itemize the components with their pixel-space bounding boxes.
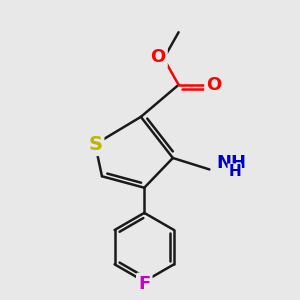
Text: F: F (138, 275, 150, 293)
Text: H: H (228, 164, 241, 179)
Text: O: O (206, 76, 222, 94)
Text: O: O (150, 48, 166, 66)
Text: S: S (88, 135, 102, 154)
Text: NH: NH (216, 154, 246, 172)
